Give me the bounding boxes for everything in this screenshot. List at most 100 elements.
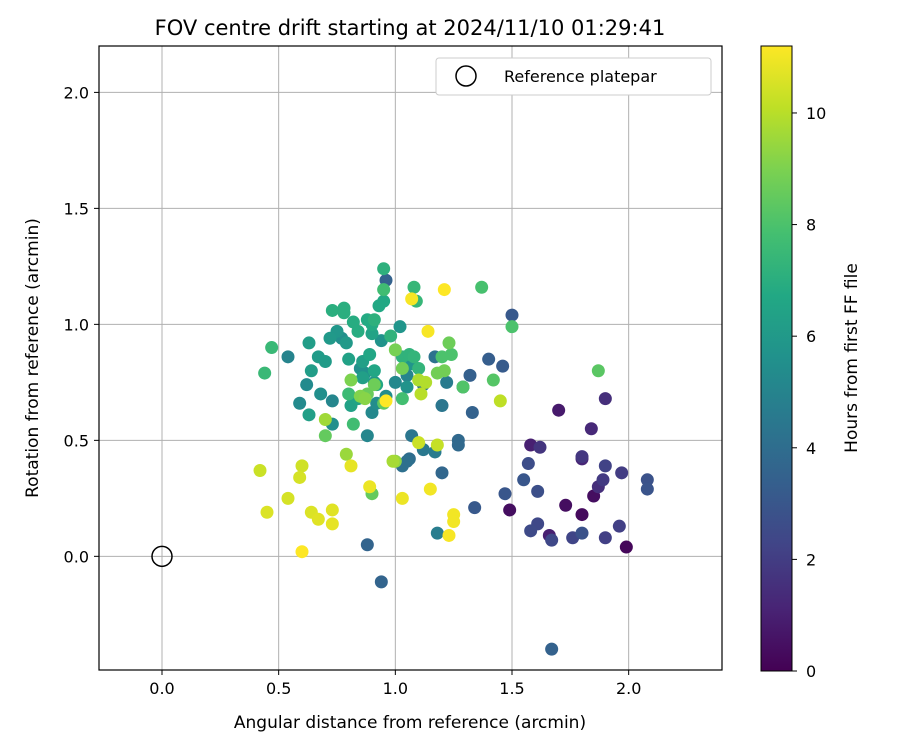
data-point xyxy=(318,412,332,426)
data-point xyxy=(302,408,316,422)
data-point xyxy=(615,466,629,480)
data-point xyxy=(295,545,309,559)
y-tick-label: 0.5 xyxy=(64,431,89,450)
data-point xyxy=(437,283,451,297)
data-point xyxy=(612,519,626,533)
data-point xyxy=(545,642,559,656)
data-point xyxy=(524,524,538,538)
data-point xyxy=(323,331,337,345)
data-point xyxy=(517,473,531,487)
data-point xyxy=(414,387,428,401)
data-point xyxy=(421,324,435,338)
data-point xyxy=(311,512,325,526)
data-point xyxy=(545,533,559,547)
data-point xyxy=(440,375,454,389)
data-point xyxy=(318,354,332,368)
data-point xyxy=(325,517,339,531)
y-axis-ticks: 0.0 0.5 1.0 1.5 2.0 xyxy=(64,83,99,566)
data-point xyxy=(377,283,391,297)
data-point xyxy=(598,459,612,473)
data-point xyxy=(442,528,456,542)
data-point xyxy=(363,480,377,494)
data-point xyxy=(468,501,482,515)
data-point xyxy=(435,350,449,364)
data-point xyxy=(377,262,391,276)
data-point xyxy=(386,454,400,468)
data-point xyxy=(395,392,409,406)
data-point xyxy=(531,484,545,498)
data-point xyxy=(640,482,654,496)
reference-marker xyxy=(151,545,173,568)
x-axis-label: Angular distance from reference (arcmin) xyxy=(234,713,586,733)
data-point xyxy=(374,575,388,589)
data-point xyxy=(552,403,566,417)
legend-marker xyxy=(455,65,477,87)
data-point xyxy=(379,394,393,408)
data-point xyxy=(314,387,328,401)
data-point xyxy=(400,380,414,394)
data-point xyxy=(447,515,461,529)
data-point xyxy=(482,352,496,366)
colorbar-tick-label: 8 xyxy=(806,216,816,235)
colorbar-tick-label: 10 xyxy=(806,104,826,123)
data-point xyxy=(293,396,307,410)
data-point xyxy=(575,450,589,464)
x-tick-label: 0.0 xyxy=(149,679,174,698)
reference-marker-group xyxy=(151,545,173,568)
colorbar-tick-label: 0 xyxy=(806,662,816,681)
data-point xyxy=(367,364,381,378)
data-point xyxy=(367,378,381,392)
colorbar: 0 2 4 6 8 10 Hours from first FF file xyxy=(760,45,862,681)
colorbar-tick-label: 6 xyxy=(806,327,816,346)
data-point xyxy=(496,359,510,373)
data-point xyxy=(640,473,654,487)
data-point xyxy=(265,341,279,355)
data-point xyxy=(412,361,426,375)
data-point xyxy=(260,505,274,519)
data-point xyxy=(356,371,370,385)
data-point xyxy=(407,350,421,364)
data-point xyxy=(475,280,489,294)
data-point xyxy=(596,473,610,487)
data-point xyxy=(388,343,402,357)
y-tick-label: 0.0 xyxy=(64,547,89,566)
data-points xyxy=(253,262,654,656)
data-point xyxy=(384,329,398,343)
x-tick-label: 0.5 xyxy=(266,679,291,698)
data-point xyxy=(344,373,358,387)
data-point xyxy=(367,313,381,327)
y-tick-label: 2.0 xyxy=(64,83,89,102)
y-axis-label: Rotation from reference (arcmin) xyxy=(23,218,43,498)
legend-label: Reference platepar xyxy=(504,67,657,86)
data-point xyxy=(318,429,332,443)
data-point xyxy=(430,526,444,540)
data-point xyxy=(281,491,295,505)
data-point xyxy=(365,327,379,341)
data-point xyxy=(598,392,612,406)
data-point xyxy=(437,364,451,378)
data-point xyxy=(407,280,421,294)
data-point xyxy=(505,320,519,334)
data-point xyxy=(533,440,547,454)
data-point xyxy=(360,429,374,443)
data-point xyxy=(325,503,339,517)
data-point xyxy=(346,315,360,329)
data-point xyxy=(465,406,479,420)
x-tick-label: 1.5 xyxy=(499,679,524,698)
data-point xyxy=(498,487,512,501)
colorbar-tick-label: 2 xyxy=(806,550,816,569)
data-point xyxy=(584,422,598,436)
data-point xyxy=(456,380,470,394)
data-point xyxy=(339,336,353,350)
data-point xyxy=(388,375,402,389)
data-point xyxy=(339,447,353,461)
data-point xyxy=(300,378,314,392)
data-point xyxy=(423,482,437,496)
data-point xyxy=(258,366,272,380)
data-point xyxy=(405,292,419,306)
data-point xyxy=(395,361,409,375)
legend: Reference platepar xyxy=(435,57,712,96)
data-point xyxy=(505,308,519,322)
colorbar-ticks: 0 2 4 6 8 10 xyxy=(792,104,826,681)
